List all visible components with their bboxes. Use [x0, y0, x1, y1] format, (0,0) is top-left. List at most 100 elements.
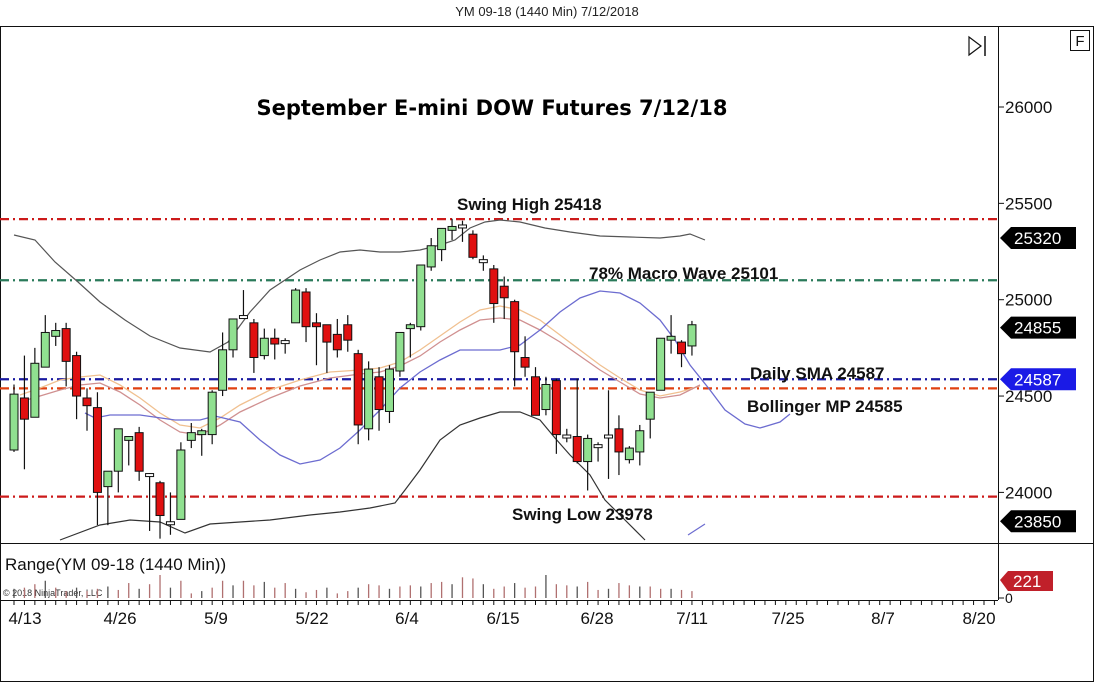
chart-title: September E-mini DOW Futures 7/12/18 — [257, 96, 728, 120]
candle — [197, 428, 207, 456]
candle-body — [176, 449, 186, 520]
candle-body — [145, 473, 155, 478]
candle-body — [82, 397, 92, 407]
range-marker-tag — [1000, 571, 1053, 591]
candle-body — [395, 331, 405, 372]
price-tick-label: 25000 — [1005, 291, 1052, 310]
time-axis[interactable]: 4/13 4/26 5/9 5/22 6/4 6/15 6/28 7/11 7/25 8/7 8/2… — [8, 600, 996, 628]
bollinger-upper-band — [13, 219, 706, 353]
candle-body — [364, 368, 374, 430]
candle — [238, 290, 248, 320]
bollinger-lower-band — [59, 411, 646, 541]
price-marker: 25320 — [1000, 227, 1076, 250]
candle — [687, 320, 697, 356]
candle-body — [520, 357, 530, 368]
candle-body — [197, 430, 207, 436]
candle-body — [61, 328, 71, 362]
bollinger-lower-band-tail — [687, 523, 706, 536]
candle-body — [51, 330, 61, 337]
candle — [614, 415, 624, 476]
candle-body — [604, 434, 614, 439]
candle — [489, 265, 499, 323]
horizontal-lines — [0, 218, 998, 498]
price-marker-tag — [1000, 368, 1076, 391]
price-marker-value: 25320 — [1014, 229, 1061, 248]
candle — [343, 315, 353, 352]
candle-body — [218, 349, 228, 391]
price-marker: 23850 — [1000, 510, 1076, 533]
f-button[interactable]: F — [1070, 30, 1090, 51]
candle — [270, 328, 280, 360]
price-tick-label: 24500 — [1005, 387, 1052, 406]
candle-body — [614, 428, 624, 453]
level-annotation: Swing Low 23978 — [512, 505, 653, 524]
candle-body — [510, 301, 520, 353]
candle — [447, 218, 457, 240]
candle — [207, 390, 217, 445]
date-tick-label: 7/25 — [771, 609, 804, 628]
candle-body — [238, 315, 248, 320]
candle — [384, 365, 394, 424]
date-tick-label: 5/9 — [204, 609, 228, 628]
candle-body — [635, 430, 645, 453]
candle — [51, 322, 61, 346]
candle — [604, 390, 614, 479]
candle-body — [124, 436, 134, 441]
candle-body — [447, 225, 457, 231]
candle — [40, 315, 50, 368]
price-marker: 24587 — [1000, 368, 1076, 391]
candle-body — [92, 407, 102, 493]
candle — [134, 426, 144, 481]
candle — [677, 340, 687, 368]
candle-body — [103, 470, 113, 488]
candle-body — [384, 368, 394, 412]
candle — [593, 442, 603, 462]
candle-body — [207, 391, 217, 436]
range-marker: 221 — [1000, 571, 1053, 591]
candle — [457, 220, 467, 242]
candle — [113, 428, 123, 493]
candle — [322, 324, 332, 373]
candle-body — [19, 397, 29, 420]
candle — [176, 442, 186, 520]
candle-body — [426, 245, 436, 268]
candle — [145, 473, 155, 531]
date-tick-label: 7/11 — [676, 609, 708, 628]
candle — [311, 313, 321, 366]
price-marker: 24855 — [1000, 316, 1076, 339]
candle — [61, 322, 71, 387]
annotations: Swing High 25418 78% Macro Wave 25101 Dail… — [457, 195, 903, 524]
candle-body — [666, 335, 676, 341]
candle — [395, 331, 405, 377]
candle — [645, 391, 655, 439]
candle — [416, 264, 426, 331]
candle-body — [531, 376, 540, 416]
skip-to-end-icon[interactable] — [968, 35, 986, 57]
candle — [259, 328, 269, 360]
candle — [562, 428, 572, 443]
candle-body — [572, 436, 582, 463]
candle-body — [468, 233, 478, 258]
candle-body — [416, 264, 426, 328]
candle-body — [437, 227, 447, 251]
candle-body — [677, 341, 687, 355]
price-axis[interactable]: 26000 25500 25000 24500 24000 — [998, 98, 1052, 502]
range-marker-value: 221 — [1013, 572, 1041, 591]
candle — [551, 378, 561, 454]
candle-body — [249, 322, 259, 359]
price-marker-tag — [1000, 316, 1076, 339]
date-tick-label: 8/7 — [871, 609, 895, 628]
level-annotation: Daily SMA 24587 — [750, 364, 885, 383]
candle-body — [322, 324, 332, 343]
candle-body — [72, 355, 82, 397]
candle-body — [583, 437, 593, 463]
candle-body — [656, 337, 666, 391]
range-zero-label: 0 — [1005, 590, 1013, 606]
candle — [666, 315, 676, 354]
candle — [228, 318, 238, 358]
price-marker-value: 23850 — [1014, 512, 1061, 531]
candle-body — [551, 380, 561, 436]
candle — [82, 388, 92, 431]
candle-body — [165, 521, 175, 526]
